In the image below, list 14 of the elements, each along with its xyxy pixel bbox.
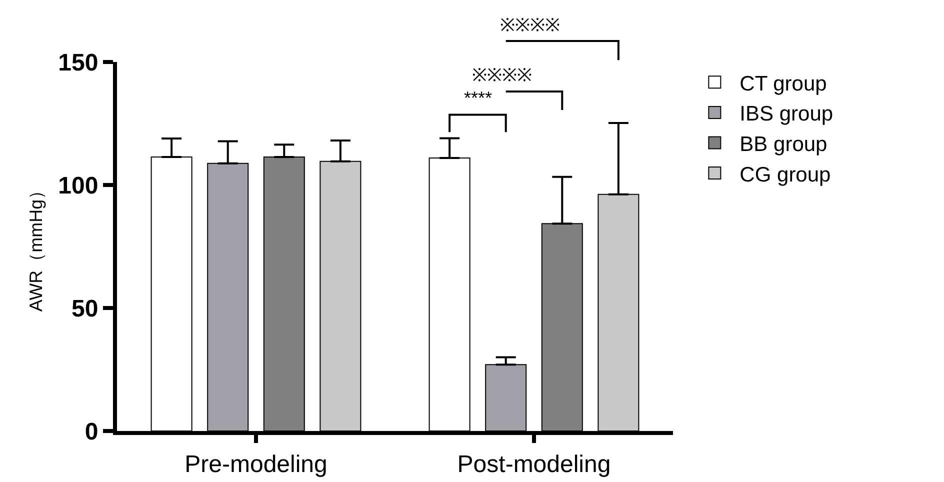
x-tick-label: Pre-modeling	[184, 450, 328, 478]
x-tick-label: Post-modeling	[457, 450, 611, 478]
legend-label: IBS group	[740, 102, 834, 126]
y-tick-label: 50	[71, 295, 98, 322]
annotation: ※※※※	[472, 65, 532, 85]
y-tick-label: 100	[58, 172, 98, 200]
y-tick-label: 0	[84, 418, 98, 446]
text: ※※※※	[500, 15, 560, 35]
legend-label: CT group	[740, 72, 827, 96]
legend-label: BB group	[740, 132, 828, 156]
y-tick-label: 150	[58, 49, 98, 76]
legend-label: CG group	[740, 163, 831, 186]
y-axis-title: AWR（mmHg）	[26, 181, 46, 312]
annotation: ****	[464, 88, 492, 108]
